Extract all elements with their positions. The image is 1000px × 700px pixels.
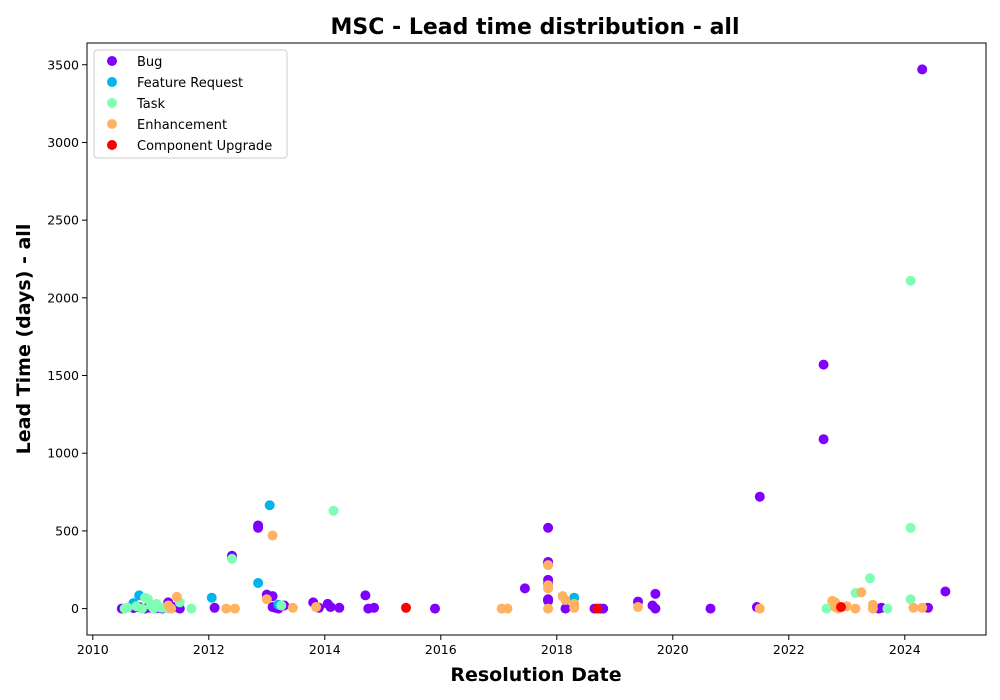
bug-point — [560, 603, 571, 614]
y-tick-label: 500 — [55, 523, 79, 538]
task-point — [328, 505, 339, 516]
legend-label-enhancement: Enhancement — [137, 118, 227, 133]
y-axis: 0 500 1000 1500 2000 2500 3000 3500 — [47, 57, 87, 616]
y-tick-label: 2000 — [47, 290, 79, 305]
enhancement-point — [311, 602, 322, 613]
enhancement-point — [229, 603, 240, 614]
bug-point — [360, 590, 371, 601]
bug-point — [917, 64, 928, 75]
y-axis-label: Lead Time (days) - all — [13, 224, 35, 455]
enhancement-point — [502, 603, 513, 614]
bug-point — [940, 586, 951, 597]
bug-point — [430, 603, 440, 614]
legend-box — [93, 49, 288, 159]
y-tick-label: 1000 — [47, 446, 79, 461]
legend-marker-feature-request — [107, 77, 117, 87]
bug-point — [325, 602, 336, 613]
plot-area — [86, 42, 987, 636]
legend-label-component-upgrade: Component Upgrade — [137, 139, 272, 154]
task-point — [905, 594, 916, 605]
enhancement-point — [754, 603, 765, 614]
x-tick-label: 2012 — [193, 642, 225, 657]
x-tick-label: 2020 — [657, 642, 689, 657]
enhancement-point — [856, 587, 867, 598]
task-point — [905, 275, 916, 286]
component-upgrade-point — [836, 602, 846, 613]
task-point — [882, 603, 893, 614]
x-tick-label: 2016 — [425, 642, 457, 657]
enhancement-point — [287, 602, 298, 613]
y-tick-label: 3500 — [47, 57, 79, 72]
enhancement-point — [917, 602, 928, 613]
legend: Bug Feature Request Task Enhancement Compone… — [93, 49, 288, 159]
enhancement-point — [267, 530, 278, 541]
bug-point — [650, 603, 661, 614]
feature-request-point — [253, 577, 264, 588]
bug-point — [253, 520, 264, 531]
legend-marker-enhancement — [107, 119, 117, 129]
data-points — [116, 64, 951, 614]
enhancement-point — [166, 603, 177, 614]
bug-point — [754, 491, 765, 502]
legend-marker-task — [107, 98, 117, 108]
enhancement-point — [560, 595, 571, 606]
enhancement-point — [908, 602, 919, 613]
enhancement-point — [171, 591, 182, 602]
legend-label-task: Task — [136, 97, 166, 112]
enhancement-point — [633, 602, 643, 613]
x-tick-label: 2010 — [77, 642, 109, 657]
bug-point — [543, 595, 554, 606]
enhancement-point — [850, 603, 861, 614]
task-point — [905, 522, 916, 533]
enhancement-point — [543, 603, 554, 614]
legend-label-bug: Bug — [137, 55, 162, 70]
bug-point — [519, 583, 530, 594]
enhancement-point — [569, 602, 580, 613]
enhancement-point — [543, 560, 554, 571]
enhancement-point — [543, 583, 554, 594]
task-point — [821, 603, 832, 614]
task-point — [865, 573, 875, 584]
y-tick-label: 3000 — [47, 135, 79, 150]
chart-title: MSC - Lead time distribution - all — [331, 15, 740, 40]
legend-marker-component-upgrade — [107, 140, 117, 150]
task-point — [186, 603, 197, 614]
legend-marker-bug — [107, 56, 117, 66]
bug-point — [369, 602, 380, 613]
component-upgrade-point — [401, 602, 411, 613]
x-tick-label: 2024 — [889, 642, 921, 657]
feature-request-point — [206, 592, 217, 603]
task-point — [137, 603, 148, 614]
x-tick-label: 2018 — [541, 642, 573, 657]
legend-label-feature-request: Feature Request — [137, 76, 243, 91]
enhancement-point — [867, 603, 878, 614]
y-tick-label: 2500 — [47, 213, 79, 228]
bug-point — [543, 522, 554, 533]
task-point — [122, 602, 133, 613]
bug-point — [209, 602, 220, 613]
task-point — [227, 553, 237, 564]
bug-point — [818, 359, 829, 370]
bug-point — [334, 602, 345, 613]
bug-point — [705, 603, 716, 614]
enhancement-point — [221, 603, 232, 614]
feature-request-point — [264, 500, 275, 511]
x-axis-label: Resolution Date — [450, 664, 621, 686]
component-upgrade-point — [592, 603, 603, 614]
bug-point — [818, 434, 829, 445]
x-axis: 2010 2012 2014 2016 2018 2020 2022 2024 — [77, 635, 921, 657]
enhancement-point — [261, 594, 272, 605]
x-tick-label: 2022 — [773, 642, 805, 657]
y-tick-label: 0 — [71, 601, 79, 616]
y-tick-label: 1500 — [47, 368, 79, 383]
bug-point — [650, 588, 661, 599]
x-tick-label: 2014 — [309, 642, 341, 657]
task-point — [276, 600, 287, 611]
